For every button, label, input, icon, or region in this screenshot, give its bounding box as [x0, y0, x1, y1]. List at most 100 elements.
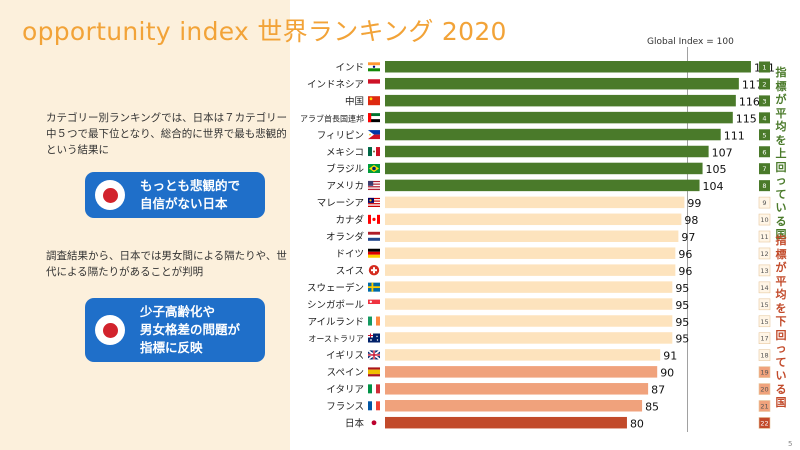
- category-label: 中国: [345, 95, 364, 107]
- rank-label: 20: [760, 386, 768, 394]
- uae-flag-icon: [368, 113, 380, 123]
- callout-line: 少子高齢化や: [140, 304, 216, 319]
- rank-badge: [758, 264, 771, 277]
- rank-label: 15: [760, 318, 768, 326]
- value-label: 104: [703, 180, 724, 193]
- rank-label: 5: [762, 131, 766, 139]
- category-label: スペイン: [327, 368, 364, 379]
- value-label: 87: [651, 384, 665, 397]
- uk-flag-icon: [367, 349, 381, 361]
- chart-row: インドネシア 117 2: [307, 77, 770, 91]
- value-label: 116: [739, 95, 760, 108]
- bar: [385, 162, 703, 175]
- brazil-flag-icon: [368, 164, 380, 173]
- bar: [385, 349, 661, 361]
- value-label: 98: [684, 214, 698, 227]
- category-label: オーストラリア: [308, 335, 364, 344]
- callout-line: 男女格差の問題が: [140, 322, 241, 337]
- chart-row: スイス 96 13: [336, 264, 771, 278]
- value-label: 95: [675, 333, 689, 346]
- value-label: 95: [675, 299, 689, 312]
- callout-line: もっとも悲観的で: [140, 178, 241, 193]
- rank-badge: [758, 230, 771, 243]
- category-label: フランス: [326, 402, 364, 413]
- rank-label: 14: [760, 284, 768, 292]
- chart-row: 日本 80 22: [345, 416, 771, 430]
- rank-badge: [758, 213, 771, 226]
- rank-badge: [758, 298, 771, 311]
- value-label: 95: [675, 282, 689, 295]
- italy-flag-icon: [368, 384, 380, 394]
- category-label: イタリア: [326, 385, 364, 396]
- callout-pessimistic: もっとも悲観的で 自信がない日本: [85, 172, 265, 218]
- value-label: 85: [645, 401, 659, 414]
- value-label: 96: [678, 265, 692, 278]
- rank-badge: [758, 332, 771, 345]
- france-flag-icon: [368, 401, 380, 411]
- category-label: オランダ: [326, 231, 365, 243]
- bar: [385, 383, 649, 395]
- page-number: 5: [788, 440, 793, 448]
- chart-row: メキシコ 107 6: [326, 145, 770, 159]
- category-label: アイルランド: [307, 317, 364, 328]
- category-label: ブラジル: [326, 163, 364, 175]
- chart-row: シンガポール 95 15: [307, 298, 771, 312]
- bar: [385, 332, 673, 344]
- ireland-flag-icon: [368, 316, 380, 326]
- value-label: 105: [706, 163, 727, 176]
- sweden-flag-icon: [368, 282, 380, 292]
- chart-row: マレーシア 99 9: [317, 196, 771, 210]
- chart-row: フランス 85 21: [326, 400, 771, 414]
- category-label: スイス: [336, 266, 364, 277]
- description-2: 調査結果から、日本では男女間による隔たりや、世代による隔たりがあることが判明: [46, 250, 287, 278]
- china-flag-icon: [368, 96, 380, 106]
- category-label: インド: [335, 63, 364, 74]
- category-label: シンガポール: [307, 300, 365, 311]
- callout-line: 自信がない日本: [140, 196, 228, 211]
- japan-flag-icon: [368, 418, 380, 428]
- rank-badge: [759, 61, 770, 73]
- rank-badge: [759, 163, 770, 175]
- rank-badge: [759, 180, 770, 192]
- australia-flag-icon: [368, 333, 380, 343]
- value-label: 111: [724, 129, 745, 142]
- philippines-flag-icon: [368, 130, 380, 140]
- japan-flag-icon: [95, 180, 125, 210]
- chart-row: ブラジル 105 7: [326, 162, 770, 176]
- category-label: メキシコ: [326, 147, 364, 158]
- chart-row: スペイン 90 19: [327, 366, 771, 380]
- rank-badge: [759, 112, 770, 124]
- category-label: アラブ首長国連邦: [300, 113, 364, 123]
- chart-row: インド1211: [335, 61, 775, 75]
- value-label: 96: [678, 248, 692, 261]
- rank-badge: [758, 281, 771, 294]
- rank-badge: [758, 400, 771, 412]
- bar: [385, 77, 739, 90]
- rank-label: 8: [762, 182, 766, 190]
- chart-row: イギリス 91 18: [326, 349, 771, 363]
- rank-label: 4: [762, 114, 766, 122]
- chart-row: アイルランド 95 15: [307, 315, 771, 329]
- indonesia-flag-icon: [368, 79, 380, 89]
- rank-label: 3: [762, 97, 766, 105]
- rank-label: 21: [760, 403, 768, 411]
- bar: [385, 128, 721, 141]
- category-label: カナダ: [335, 214, 364, 226]
- rank-label: 17: [760, 335, 768, 343]
- bar: [385, 400, 643, 412]
- rank-badge: [758, 366, 771, 378]
- page-title: opportunity index 世界ランキング 2020: [22, 17, 507, 46]
- bar: [385, 179, 700, 192]
- rank-label: 9: [762, 199, 766, 207]
- chart-row: アラブ首長国連邦 115 4: [300, 111, 770, 125]
- netherlands-flag-icon: [368, 231, 380, 241]
- value-label: 95: [675, 316, 689, 329]
- spain-flag-icon: [368, 367, 380, 377]
- category-label: インドネシア: [307, 79, 364, 90]
- description-1: カテゴリー別ランキングでは、日本は７カテゴリー中５つで最下位となり、総合的に世界…: [46, 112, 288, 156]
- bar: [385, 213, 682, 226]
- bar: [385, 264, 676, 276]
- rank-badge: [758, 349, 771, 361]
- value-label: 117: [742, 78, 763, 91]
